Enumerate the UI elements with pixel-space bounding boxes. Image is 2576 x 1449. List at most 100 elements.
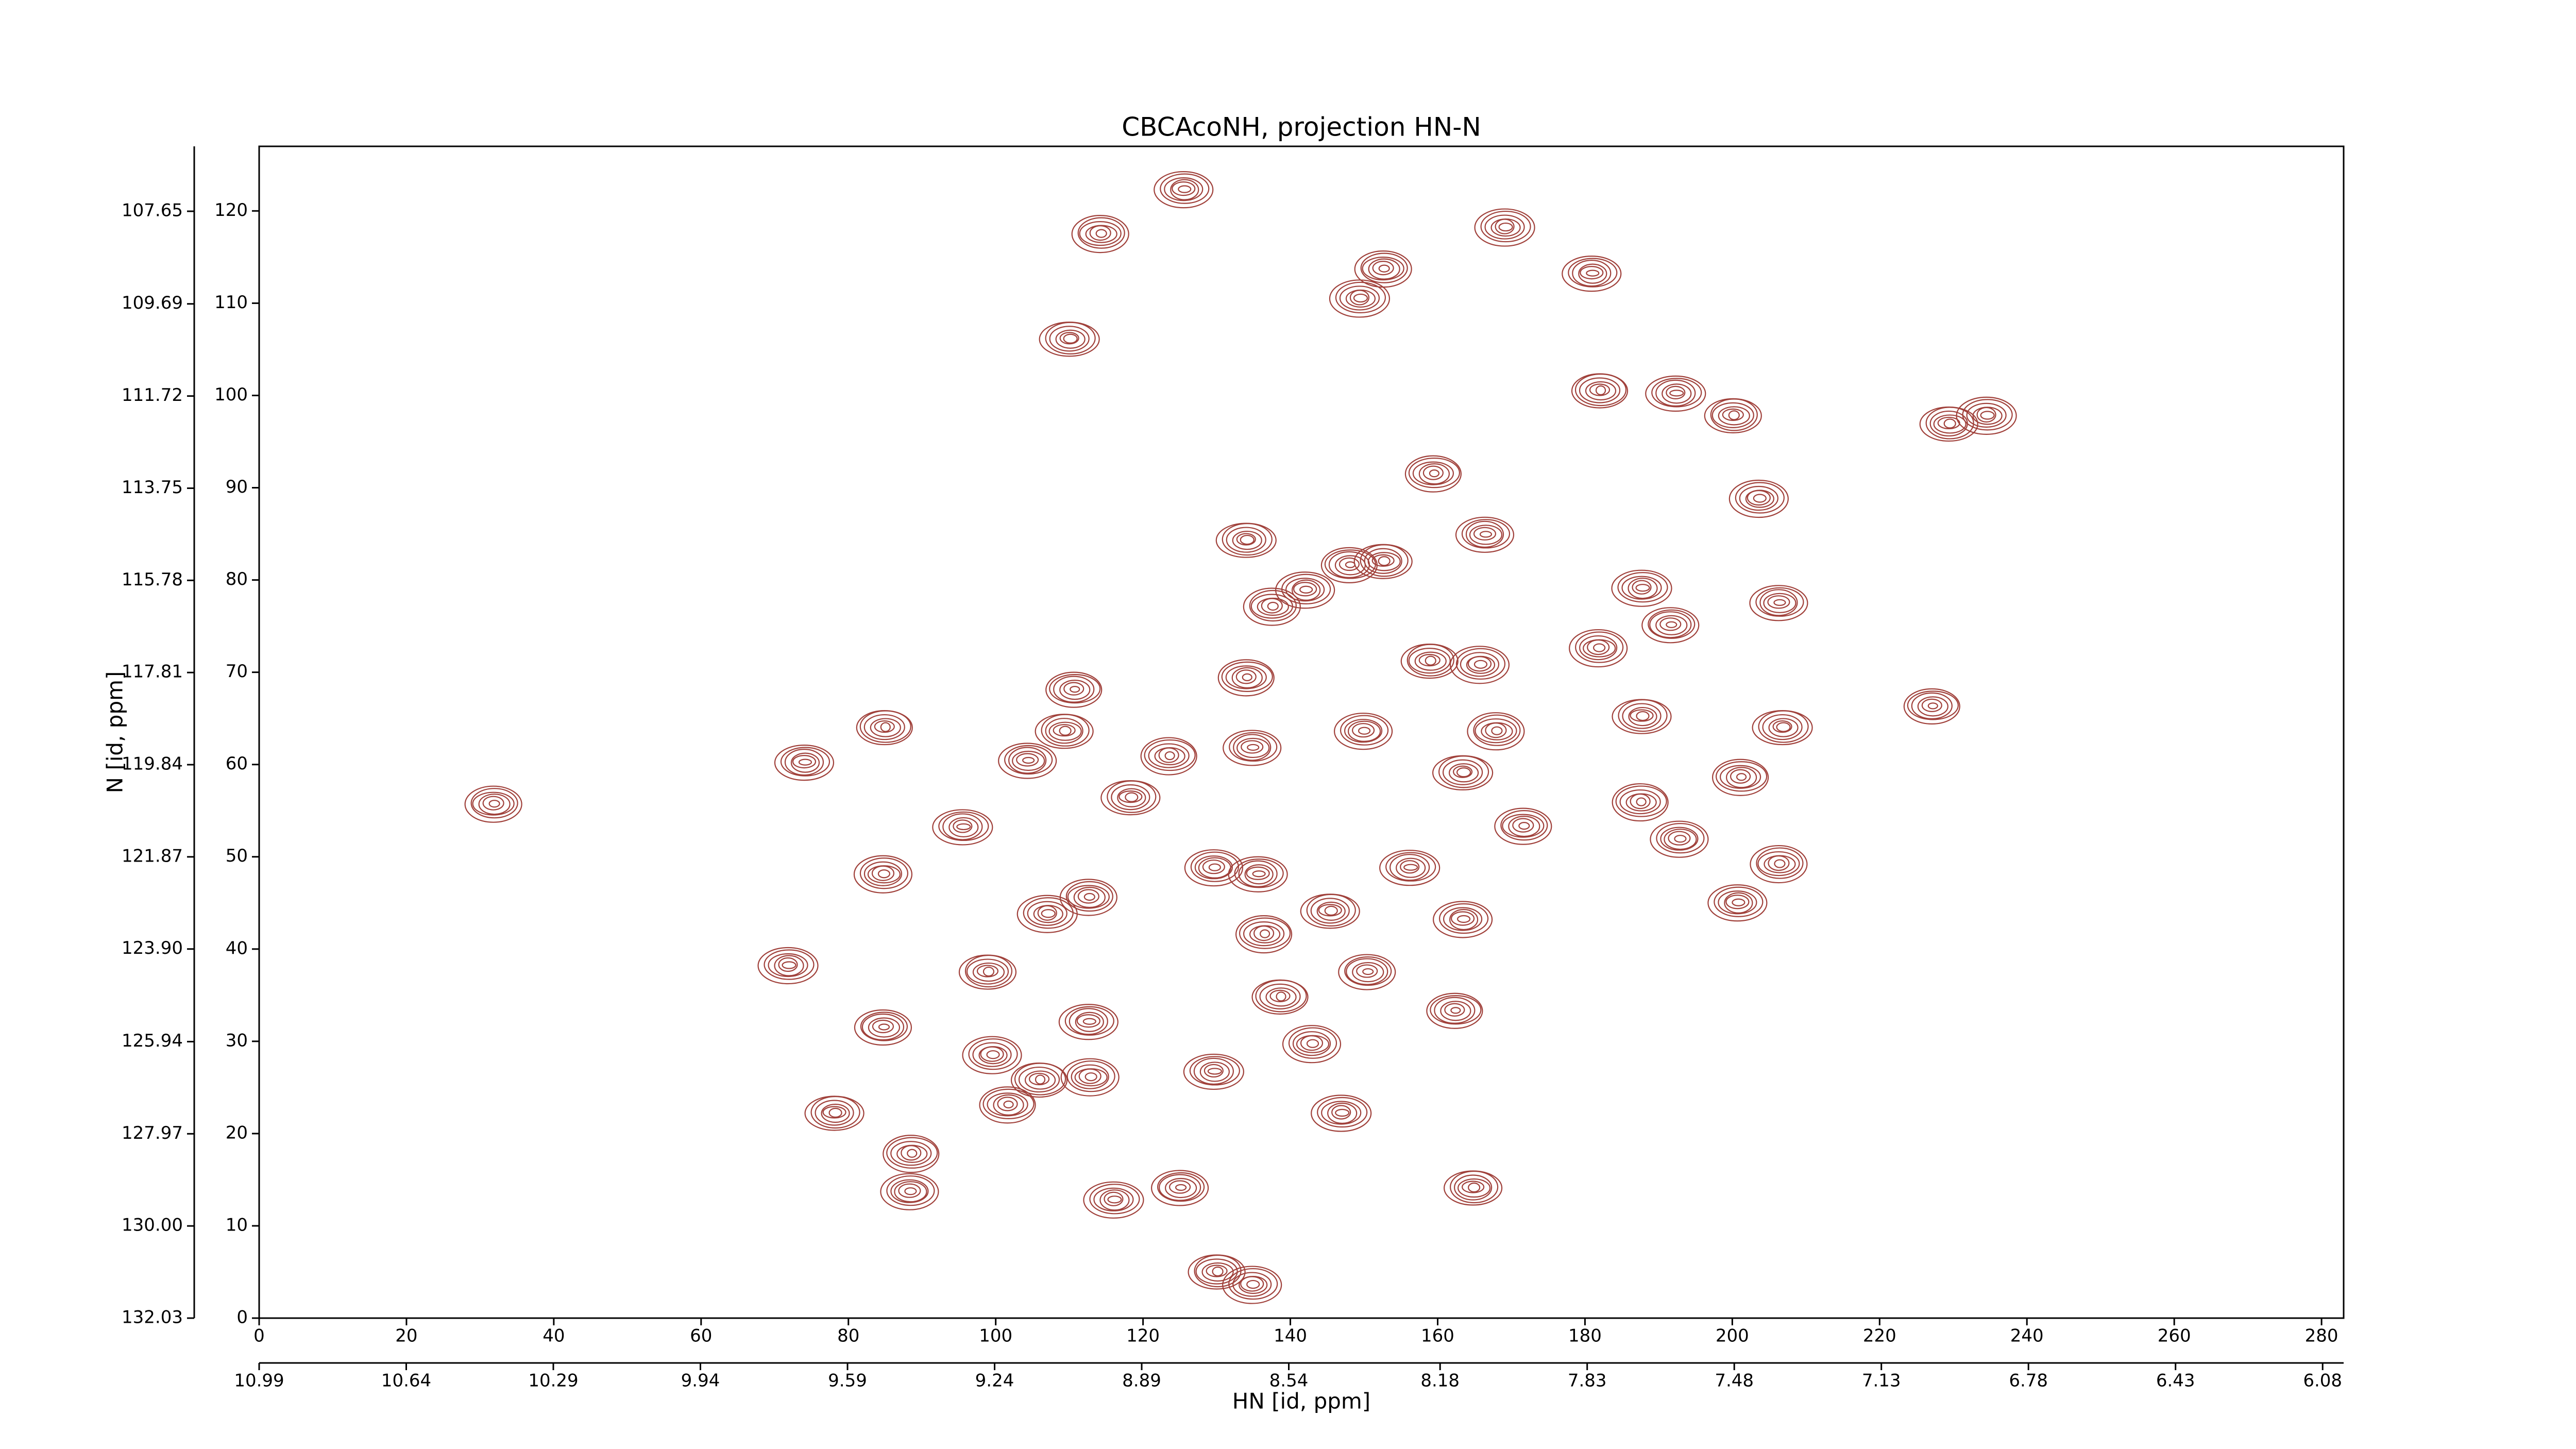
y2-tick-label: 121.87 — [122, 846, 183, 866]
contour-level — [1422, 465, 1444, 480]
contour-level — [1232, 1272, 1272, 1297]
x-tick-label: 20 — [395, 1326, 417, 1346]
contour-level — [1228, 856, 1288, 892]
contour-level — [1455, 516, 1515, 553]
contour-level — [1239, 1275, 1268, 1294]
contour-level — [1404, 455, 1462, 493]
contour-level — [790, 752, 820, 773]
contour-level — [1267, 601, 1279, 611]
contour-level — [1028, 1072, 1050, 1086]
contour-level — [1364, 548, 1402, 574]
contour-level — [1083, 1181, 1144, 1219]
contour-level — [1921, 698, 1942, 712]
contour-level — [1622, 703, 1662, 729]
y2-tick-label: 115.78 — [122, 569, 183, 590]
contour-level — [1246, 866, 1270, 880]
contour-level — [784, 748, 824, 776]
contour-level — [962, 1036, 1022, 1074]
contour-level — [1389, 854, 1430, 881]
contour-level — [966, 958, 1009, 985]
contour-level — [1356, 964, 1378, 978]
peak-contour — [464, 785, 522, 823]
x2-tick-label: 6.78 — [2009, 1371, 2048, 1391]
contour-level — [1360, 544, 1409, 577]
peak-contour — [1379, 850, 1440, 886]
contour-level — [1311, 1094, 1372, 1132]
peak-contour — [1222, 1266, 1282, 1304]
x-tick-label: 40 — [543, 1326, 565, 1346]
contour-level — [1018, 1066, 1060, 1093]
y2-tick-label: 113.75 — [122, 477, 183, 498]
contour-level — [1164, 177, 1204, 201]
contour-level — [1178, 185, 1192, 193]
y2-tick-label: 125.94 — [122, 1031, 183, 1051]
contour-level — [1140, 737, 1197, 776]
contour-level — [1632, 580, 1652, 595]
contour-level — [1666, 621, 1677, 628]
peak-contour — [1071, 215, 1129, 254]
contour-level — [1232, 530, 1262, 550]
contour-level — [1455, 648, 1506, 680]
contour-level — [861, 1013, 905, 1041]
y-tick-label: 40 — [226, 938, 248, 958]
contour-level — [1275, 571, 1335, 609]
contour-level — [854, 1009, 912, 1046]
contour-level — [768, 953, 808, 978]
contour-level — [1660, 827, 1699, 851]
contour-level — [1225, 665, 1267, 689]
x-tick-label: 180 — [1568, 1326, 1602, 1346]
contour-level — [1292, 1031, 1331, 1056]
x-tick-label: 240 — [2010, 1326, 2044, 1346]
peak-contour — [1100, 780, 1161, 816]
peak-contour — [1455, 516, 1515, 553]
contour-level — [976, 965, 999, 978]
contour-level — [1358, 727, 1371, 735]
contour-level — [1372, 261, 1394, 276]
contour-level — [1568, 258, 1618, 288]
contour-level — [1321, 1101, 1362, 1125]
peak-contour — [1752, 710, 1813, 746]
contour-level — [1625, 793, 1657, 812]
contour-level — [810, 1096, 860, 1129]
contour-level — [1655, 379, 1696, 407]
contour-level — [470, 788, 518, 819]
contour-level — [1261, 598, 1283, 614]
contour-level — [1966, 402, 2007, 428]
contour-level — [1259, 929, 1270, 938]
contour-level — [1571, 373, 1629, 409]
peak-contour — [1154, 171, 1214, 209]
contour-level — [1016, 895, 1078, 933]
contour-level — [1111, 784, 1150, 811]
contour-level — [1485, 722, 1507, 738]
contour-level — [1199, 1062, 1230, 1082]
contour-level — [821, 1103, 850, 1123]
peak-contour — [1188, 1254, 1246, 1290]
peak-contour — [979, 1086, 1036, 1124]
x2-tick-label: 9.59 — [828, 1371, 867, 1391]
peak-contour — [1612, 783, 1669, 822]
contour-level — [822, 1106, 846, 1119]
contour-level — [1354, 250, 1412, 288]
contour-level — [1378, 556, 1391, 566]
peak-contour — [1010, 1062, 1068, 1098]
contour-level — [1474, 208, 1535, 247]
contour-level — [948, 817, 979, 838]
contour-level — [1630, 709, 1654, 722]
y2-tick-label: 123.90 — [122, 938, 183, 958]
contour-level — [1059, 879, 1117, 916]
x2-tick-label: 10.29 — [528, 1371, 578, 1391]
contour-level — [1473, 714, 1521, 746]
contour-level — [1071, 215, 1129, 254]
contour-level — [1148, 743, 1190, 768]
y2-tick-label: 117.81 — [122, 662, 183, 682]
contour-level — [1041, 714, 1090, 747]
peak-contour — [1251, 979, 1309, 1015]
contour-level — [1212, 1266, 1224, 1277]
contour-level — [1233, 734, 1272, 761]
peak-contour — [883, 1135, 940, 1173]
contour-level — [1757, 851, 1800, 877]
contour-level — [1943, 418, 1956, 429]
contour-level — [764, 949, 815, 980]
contour-level — [1414, 651, 1447, 671]
contour-level — [1439, 903, 1489, 934]
